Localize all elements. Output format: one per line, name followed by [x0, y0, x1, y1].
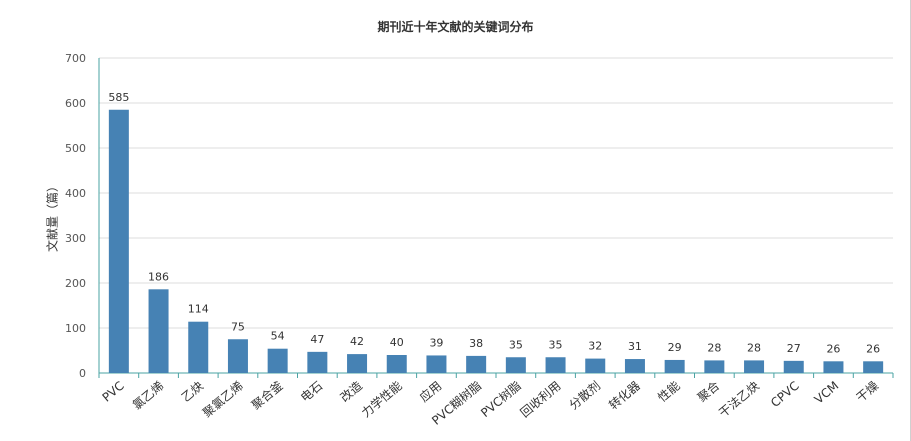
bar [863, 361, 884, 373]
data-label: 31 [628, 340, 642, 353]
bar [505, 357, 526, 373]
x-tick-label: 干法乙炔 [716, 379, 762, 421]
bar [188, 321, 209, 373]
x-tick-label: 聚氯乙烯 [200, 379, 246, 421]
y-tick-label: 400 [65, 187, 86, 200]
data-label: 186 [148, 270, 169, 283]
bar [466, 355, 487, 373]
x-tick-label: 电石 [298, 379, 325, 405]
data-label: 35 [549, 338, 563, 351]
data-label: 32 [588, 340, 602, 353]
data-label: 40 [390, 336, 404, 349]
data-label: 75 [231, 320, 245, 333]
data-label: 27 [787, 342, 801, 355]
data-label: 35 [509, 338, 523, 351]
x-tick-label: 氯乙烯 [130, 379, 167, 413]
bar [664, 359, 685, 373]
bar [386, 355, 407, 373]
bar [585, 358, 606, 373]
data-label: 47 [310, 333, 324, 346]
data-label: 28 [707, 341, 721, 354]
data-label: 114 [188, 303, 209, 316]
y-tick-label: 100 [65, 322, 86, 335]
x-tick-label: 回收利用 [518, 379, 564, 421]
data-label: 29 [668, 341, 682, 354]
y-tick-label: 0 [79, 367, 86, 380]
y-tick-label: 700 [65, 52, 86, 65]
x-tick-label: 转化器 [606, 378, 643, 413]
bar [823, 361, 844, 373]
x-tick-label: 分散剂 [566, 378, 603, 413]
data-label: 42 [350, 335, 364, 348]
data-label: 54 [271, 330, 285, 343]
x-tick-label: 改造 [338, 379, 365, 405]
data-label: 38 [469, 337, 483, 350]
bar [108, 109, 129, 373]
y-tick-label: 500 [65, 142, 86, 155]
bar [704, 360, 725, 373]
x-tick-label: 聚合 [694, 378, 722, 405]
x-tick-label: CPVC [768, 379, 802, 410]
bar [426, 355, 447, 373]
x-tick-label: PVC树脂 [477, 378, 523, 420]
data-label: 26 [866, 342, 880, 355]
bar [148, 289, 169, 373]
data-label: 28 [747, 341, 761, 354]
x-tick-label: 力学性能 [358, 378, 404, 420]
y-tick-label: 200 [65, 277, 86, 290]
y-tick-label: 300 [65, 232, 86, 245]
data-label: 585 [108, 91, 129, 104]
bar [347, 354, 368, 373]
x-tick-label: 聚合釜 [248, 378, 285, 413]
x-tick-label: 干燥 [854, 379, 881, 405]
x-tick-label: VCM [812, 379, 842, 407]
bar [227, 339, 248, 373]
bar [545, 357, 566, 373]
x-tick-label: 应用 [416, 378, 444, 405]
data-label: 26 [826, 342, 840, 355]
data-label: 39 [429, 336, 443, 349]
bar [307, 351, 328, 373]
bar [267, 348, 288, 373]
bar [744, 360, 765, 373]
chart-title: 期刊近十年文献的关键词分布 [377, 20, 534, 34]
bar [624, 359, 645, 373]
y-tick-label: 600 [65, 97, 86, 110]
bar [783, 360, 804, 373]
x-tick-label: 性能 [655, 379, 682, 405]
x-tick-label: 乙炔 [179, 379, 206, 405]
x-tick-label: PVC [100, 379, 127, 405]
